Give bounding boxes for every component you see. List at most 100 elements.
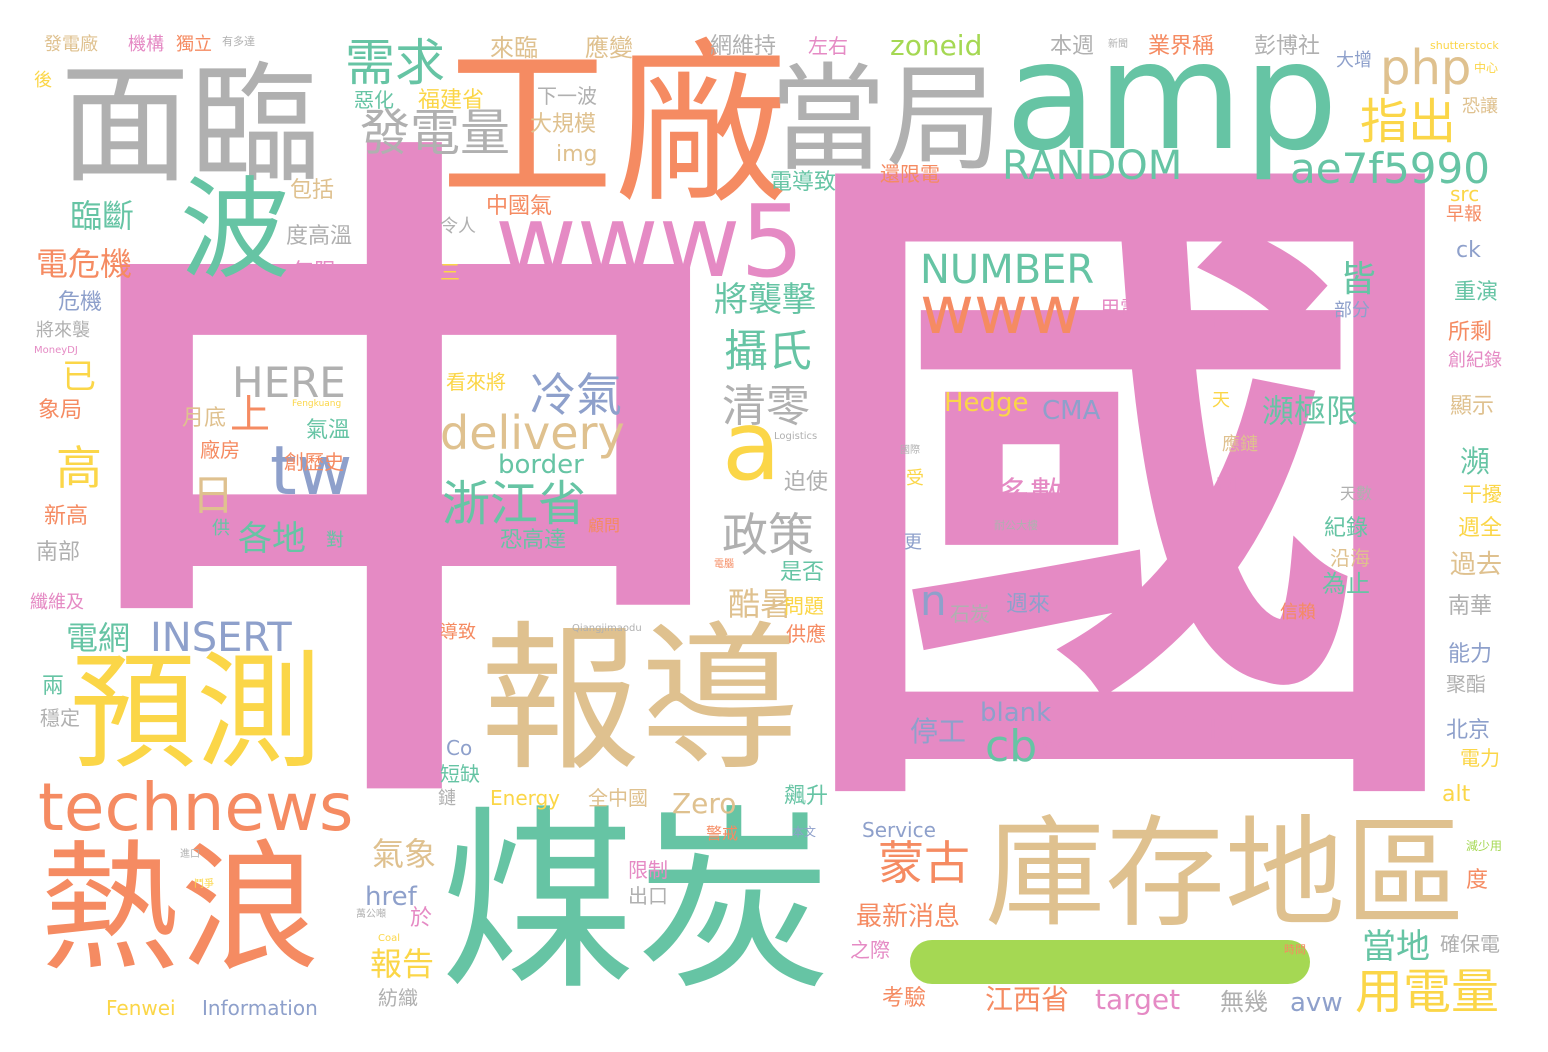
word-shou: 受 — [906, 468, 924, 489]
word-ri: 日 — [192, 471, 235, 520]
word-zuixinxiaoxi: 最新消息 — [856, 902, 961, 932]
word-nianxian: 年限 — [292, 260, 337, 285]
word-cb: cb — [985, 721, 1038, 772]
word-nanhua: 南華 — [1448, 594, 1493, 619]
word-yanhai: 沿海 — [1330, 546, 1370, 570]
word-chongyan: 重演 — [1454, 280, 1499, 305]
word-biaosheng: 飆升 — [784, 784, 829, 809]
word-delivery: delivery — [440, 406, 625, 460]
word-pengboshe: 彭博社 — [1254, 34, 1321, 59]
word-zhiji: 之際 — [850, 938, 890, 962]
word-yinglian: 應鏈 — [1222, 434, 1258, 455]
word-fengkuang: Fengkuang — [292, 399, 342, 409]
word-gongying: 供應 — [786, 622, 826, 646]
word-qiwen: 氣溫 — [306, 418, 351, 443]
word-baodao: 報導 — [480, 606, 801, 793]
word-yongdian: 用電 — [1100, 296, 1140, 320]
word-jiangxiji: 將襲擊 — [714, 280, 816, 320]
word-baokuo: 包括 — [290, 178, 335, 203]
word-xinwen: 新聞 — [1108, 39, 1128, 50]
word-energy: Energy — [490, 786, 561, 810]
word-dangdi: 當地 — [1362, 927, 1430, 967]
word-diandaozhi: 電導致 — [770, 170, 837, 195]
word-shitan: 石炭 — [950, 602, 990, 626]
word-jinkou: 進口 — [180, 849, 200, 860]
word-shifou: 是否 — [780, 560, 825, 585]
word-bin: 瀕 — [1460, 445, 1490, 480]
word-tw: tw — [270, 432, 353, 511]
word-www: www — [920, 272, 1082, 349]
word-shang: 上 — [230, 392, 270, 438]
word-coal: Coal — [378, 933, 401, 944]
word-chukou: 出口 — [628, 884, 668, 908]
word-jianshaoyong: 減少用 — [1466, 839, 1503, 853]
word-relang: 熱浪 — [40, 828, 321, 991]
word-jiangxi: 江西省 — [985, 983, 1070, 1016]
word-xingao: 新高 — [44, 504, 89, 529]
word-border: border — [498, 450, 584, 480]
word-zhichu: 指出 — [1360, 94, 1457, 150]
word-jie: 皆 — [1340, 259, 1377, 300]
word-kucun: 庫存地區 — [985, 805, 1465, 944]
word-suosheng: 所剩 — [1448, 320, 1493, 345]
word-ehua: 惡化 — [354, 88, 394, 112]
word-duanque: 短缺 — [440, 762, 480, 786]
word-tian: 天 — [1212, 390, 1230, 411]
word-fadianchang: 發電廠 — [44, 34, 98, 55]
word-meitan: 煤炭 — [440, 789, 833, 1017]
word-chuanglishi: 創歷史 — [284, 450, 344, 474]
word-weiji: 危機 — [58, 290, 103, 315]
word-mianlin: 面臨 — [60, 49, 321, 201]
word-lingren: 令人 — [440, 216, 476, 237]
word-co: Co — [446, 736, 473, 760]
word-jilu: 紀錄 — [1324, 516, 1369, 541]
word-dui: 對 — [326, 530, 344, 551]
word-kanlaijiang: 看來將 — [446, 370, 506, 394]
word-poshi: 迫使 — [784, 470, 829, 495]
word-jingjie: 警戒 — [706, 824, 739, 843]
word-php: php — [1380, 40, 1472, 96]
word-qingling: 清零 — [722, 381, 810, 432]
word-insert: INSERT — [150, 615, 292, 661]
word-guoqu: 過去 — [1450, 550, 1503, 580]
word-youduoda: 有多達 — [222, 35, 255, 48]
word-fadianliang: 發電量 — [360, 104, 510, 162]
word-lengqi: 冷氣 — [530, 368, 622, 422]
word-wenti: 問題 — [784, 594, 824, 618]
word-zhouyin: 週因 — [1216, 476, 1252, 497]
word-juzhi: 聚酯 — [1446, 672, 1486, 696]
word-yi: 已 — [62, 357, 96, 397]
word-ganrao: 干擾 — [1462, 482, 1502, 506]
word-lian: 鏈 — [438, 788, 456, 809]
word-ae7f5990: ae7f5990 — [1290, 144, 1490, 193]
word-san: 三 — [440, 260, 460, 284]
word-naigongdalou: 耐公大樓 — [994, 519, 1038, 532]
word-shijian: 時間 — [1284, 943, 1306, 956]
word-fujian: 福建省 — [418, 88, 485, 113]
word-quanzhongguo: 全中國 — [588, 786, 648, 810]
word-beijing: 北京 — [1446, 718, 1491, 743]
word-xianshi: 顯示 — [1450, 394, 1495, 419]
word-n: n — [920, 576, 947, 625]
word-logistics: Logistics — [774, 431, 818, 442]
word-zaobao: 早報 — [1446, 204, 1482, 225]
word-quanqiu: 全球 — [1170, 712, 1243, 753]
word-chuangjilu: 創紀錄 — [1448, 350, 1502, 371]
word-technews: technews — [38, 769, 354, 846]
word-jigou: 機構 — [128, 34, 164, 55]
word-bo: 波 — [180, 166, 290, 294]
word-kushu: 酷暑 — [728, 585, 793, 623]
word-nengli: 能力 — [1448, 642, 1493, 667]
word-random: RANDOM — [1002, 143, 1183, 189]
word-changfang: 廠房 — [200, 438, 240, 462]
word-xianzhi: 限制 — [628, 858, 668, 882]
word-diannao: 電腦 — [714, 559, 734, 570]
word-dugaowen: 度高溫 — [286, 224, 353, 249]
word-zhongguoqi: 中國氣 — [486, 194, 553, 219]
word-yu: 於 — [410, 906, 433, 931]
word-zero: Zero — [672, 787, 737, 820]
word-xianweiji: 纖維及 — [30, 592, 84, 613]
word-gong: 供 — [212, 518, 230, 539]
lime-bar — [910, 940, 1310, 984]
